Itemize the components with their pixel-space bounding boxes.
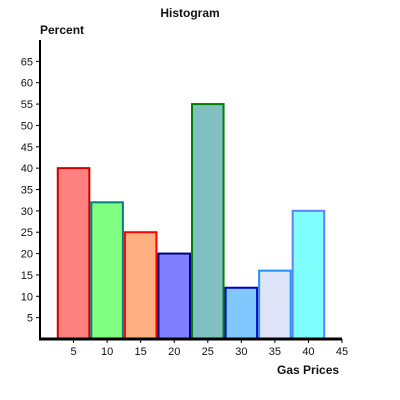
bar-2 — [123, 231, 158, 340]
bar-3 — [157, 252, 191, 340]
y-tick-label-20: 20 — [21, 249, 33, 261]
bar-6 — [258, 269, 292, 340]
x-tick-label-45: 45 — [336, 346, 348, 358]
y-tick-label-10: 10 — [21, 291, 33, 303]
bar-1 — [90, 201, 124, 340]
x-tick-label-40: 40 — [302, 346, 314, 358]
x-tick-label-15: 15 — [135, 346, 147, 358]
y-tick-label-55: 55 — [21, 99, 33, 111]
y-tick-label-65: 65 — [21, 56, 33, 68]
bar-5 — [224, 286, 259, 340]
bar-0 — [56, 167, 91, 340]
y-tick-label-25: 25 — [21, 227, 33, 239]
y-tick-label-5: 5 — [27, 313, 33, 325]
y-tick-label-35: 35 — [21, 185, 33, 197]
bar-4 — [191, 103, 225, 340]
y-tick-label-15: 15 — [21, 270, 33, 282]
x-axis-label: Gas Prices — [277, 363, 340, 377]
y-tick-label-30: 30 — [21, 206, 33, 218]
y-tick-label-60: 60 — [21, 78, 33, 90]
y-tick-label-50: 50 — [21, 120, 33, 132]
chart-title: Histogram — [160, 6, 220, 20]
y-tick-label-40: 40 — [21, 163, 33, 175]
y-tick-label-45: 45 — [21, 142, 33, 154]
x-tick-label-35: 35 — [269, 346, 281, 358]
x-tick-label-20: 20 — [168, 346, 180, 358]
y-axis-label: Percent — [40, 23, 85, 37]
x-tick-label-10: 10 — [101, 346, 113, 358]
x-tick-label-30: 30 — [235, 346, 247, 358]
bar-7 — [291, 209, 326, 340]
x-tick-label-5: 5 — [70, 346, 76, 358]
x-tick-label-25: 25 — [202, 346, 214, 358]
